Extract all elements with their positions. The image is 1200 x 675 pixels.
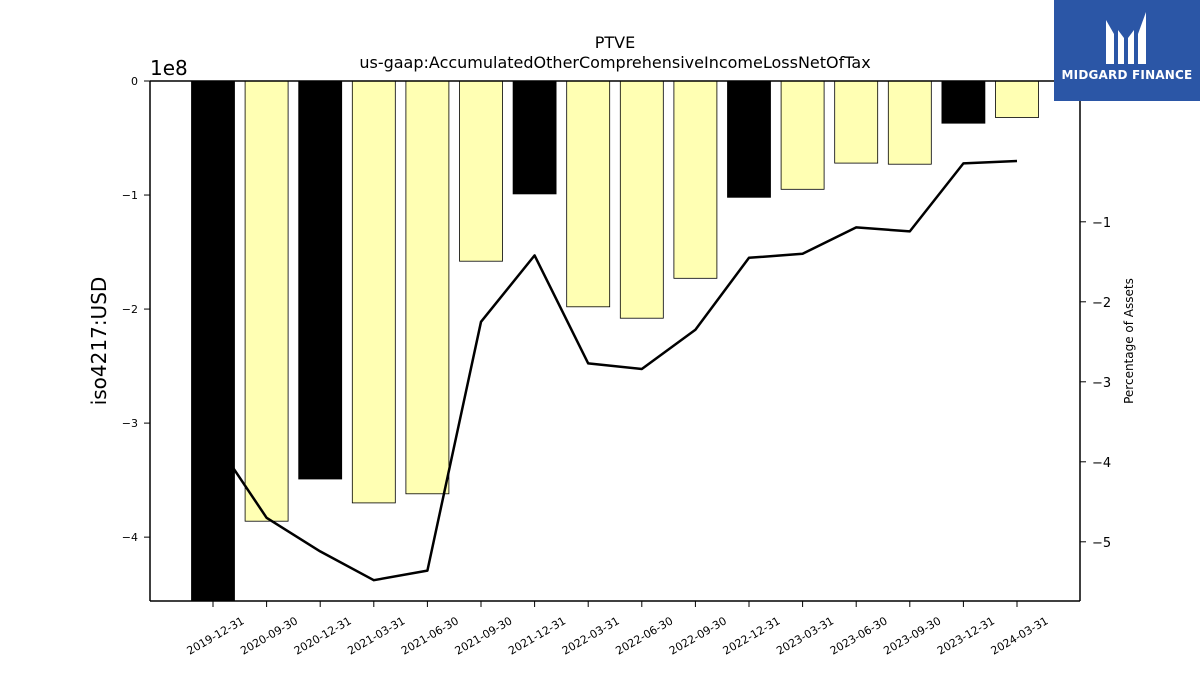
chart-subtitle: us-gaap:AccumulatedOtherComprehensiveInc…: [359, 53, 870, 72]
bar-2023-12-31: [941, 80, 986, 124]
bar-2021-03-31: [351, 80, 396, 504]
y2-tick-label: −1: [1092, 216, 1111, 231]
x-tick-label: 2021-03-31: [345, 614, 407, 657]
y-tick-label: −1: [122, 189, 138, 202]
percentage-line: [211, 159, 1018, 582]
logo-text: MIDGARD FINANCE: [1061, 68, 1193, 82]
x-tick-label: 2023-09-30: [881, 614, 943, 657]
bar-2022-06-30: [619, 80, 664, 319]
x-tick-label: 2024-03-31: [989, 614, 1051, 657]
logo-mark-icon: [1054, 0, 1200, 101]
y-tick-label: −3: [122, 417, 138, 430]
y2-tick-label: −5: [1092, 536, 1111, 551]
bar-2021-06-30: [405, 80, 450, 495]
bar-2024-03-31: [995, 80, 1039, 118]
logo: MIDGARD FINANCE: [1054, 0, 1200, 101]
bar-2021-09-30: [459, 80, 503, 262]
y2-tick-label: −2: [1092, 296, 1111, 311]
y2-tick-label: −4: [1092, 456, 1111, 471]
bar-2021-12-31: [512, 80, 557, 195]
x-tick-label: 2022-09-30: [667, 614, 729, 657]
x-tick-label: 2021-12-31: [506, 614, 568, 657]
y2-tick-label: −3: [1092, 376, 1111, 391]
bar-2019-12-31: [191, 80, 235, 602]
x-tick-label: 2022-06-30: [613, 614, 675, 657]
x-tick-label: 2021-09-30: [453, 614, 515, 657]
x-tick-label: 2023-06-30: [828, 614, 890, 657]
x-tick-label: 2020-12-31: [292, 614, 354, 657]
bar-2022-12-31: [727, 80, 771, 198]
x-tick-label: 2019-12-31: [185, 614, 247, 657]
y-axis-label: iso4217:USD: [87, 277, 111, 406]
bar-2020-12-31: [298, 80, 343, 480]
y-tick-label: −4: [122, 531, 138, 544]
x-tick-label: 2020-09-30: [238, 614, 300, 657]
y-offset-label: 1e8: [150, 56, 188, 80]
y-tick-label: 0: [131, 75, 138, 88]
chart-title: PTVE: [595, 33, 635, 52]
y-tick-label: −2: [122, 303, 138, 316]
x-tick-label: 2022-03-31: [560, 614, 622, 657]
bar-2023-03-31: [780, 80, 825, 190]
bar-2022-09-30: [673, 80, 718, 279]
x-tick-label: 2022-12-31: [721, 614, 783, 657]
x-tick-label: 2023-12-31: [935, 614, 997, 657]
bar-2022-03-31: [566, 80, 611, 308]
bar-2023-06-30: [834, 80, 879, 164]
bar-2020-09-30: [244, 80, 289, 522]
y2-axis-label: Percentage of Assets: [1122, 278, 1136, 404]
x-tick-label: 2021-06-30: [399, 614, 461, 657]
bar-2023-09-30: [887, 80, 932, 165]
x-tick-label: 2023-03-31: [774, 614, 836, 657]
